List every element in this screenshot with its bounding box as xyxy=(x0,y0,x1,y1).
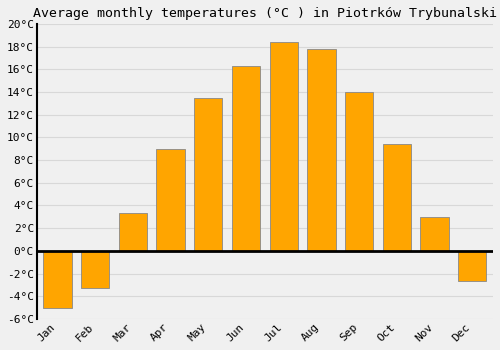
Bar xyxy=(382,144,411,251)
Bar xyxy=(232,66,260,251)
Title: Average monthly temperatures (°C ) in Piotrków Trybunalski: Average monthly temperatures (°C ) in Pi… xyxy=(33,7,497,20)
Bar xyxy=(345,92,374,251)
Bar xyxy=(44,251,72,308)
Bar xyxy=(458,251,486,281)
Bar xyxy=(81,251,110,288)
Bar xyxy=(156,149,184,251)
Bar xyxy=(194,98,222,251)
Bar xyxy=(308,49,336,251)
Bar xyxy=(118,214,147,251)
Bar xyxy=(270,42,298,251)
Bar xyxy=(420,217,448,251)
